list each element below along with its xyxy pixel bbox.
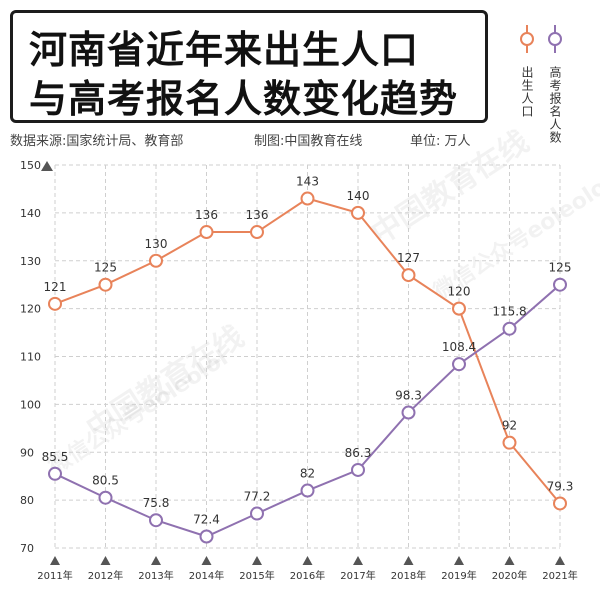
y-tick-label: 140 xyxy=(20,207,41,220)
legend-gaokao-label: 高考报名人数 xyxy=(548,66,562,144)
gaokao-point xyxy=(48,466,62,481)
x-tick-marker xyxy=(100,556,111,565)
x-tick-marker xyxy=(151,556,161,565)
births-data-label: 127 xyxy=(397,251,420,265)
births-point xyxy=(199,225,214,240)
gaokao-data-label: 108.4 xyxy=(442,340,476,354)
x-tick-label: 2015年 xyxy=(239,569,274,582)
unit-text: 单位: 万人 xyxy=(410,134,471,149)
y-axis-top-marker xyxy=(41,161,53,171)
y-tick-label: 130 xyxy=(20,255,41,268)
births-line xyxy=(54,197,561,505)
y-tick-label: 150 xyxy=(20,159,41,172)
births-point xyxy=(250,225,264,240)
gaokao-point xyxy=(300,483,315,498)
births-point xyxy=(401,268,416,283)
births-data-label: 121 xyxy=(44,280,67,294)
title-box: 河南省近年来出生人口 与高考报名人数变化趋势 xyxy=(10,10,488,123)
x-tick-label: 2014年 xyxy=(189,569,224,582)
y-tick-label: 120 xyxy=(20,303,41,316)
x-tick-marker xyxy=(201,556,212,565)
births-data-label: 120 xyxy=(448,285,471,299)
x-tick-label: 2011年 xyxy=(37,569,72,582)
gaokao-data-label: 125 xyxy=(549,261,572,275)
gaokao-point xyxy=(452,357,466,372)
gaokao-data-label: 75.8 xyxy=(143,496,170,510)
legend-births-label: 出生人口 xyxy=(520,66,534,118)
x-tick-label: 2012年 xyxy=(88,569,123,582)
x-tick-marker xyxy=(50,556,60,565)
gaokao-data-label: 86.3 xyxy=(345,446,372,460)
gaokao-point xyxy=(199,529,214,544)
grid xyxy=(54,164,561,549)
legend-gaokao-marker xyxy=(548,25,562,53)
gaokao-data-label: 72.4 xyxy=(193,513,220,527)
watermark-2: 微信公众号eoleolol xyxy=(428,170,600,306)
credit-text: 制图:中国教育在线 xyxy=(254,134,363,149)
series-layer: 121 125 130 136 136 143 140 127 120 92 79.3 85.5 80.… xyxy=(42,175,574,544)
births-point xyxy=(98,277,113,292)
watermark-3: 中国教育在线 xyxy=(80,319,250,446)
x-tick-marker xyxy=(302,556,313,565)
gaokao-point xyxy=(401,405,416,420)
x-tick-label: 2018年 xyxy=(391,569,426,582)
births-point xyxy=(300,191,315,206)
births-data-label: 136 xyxy=(195,208,218,222)
x-tick-label: 2019年 xyxy=(441,569,476,582)
legend-births-marker xyxy=(520,25,534,53)
gaokao-data-label: 98.3 xyxy=(395,389,422,403)
births-data-label: 143 xyxy=(296,175,319,189)
y-axis: 70 80 90 100 110 120 130 140 150 xyxy=(20,159,53,555)
chart-title-line-1: 河南省近年来出生人口 xyxy=(29,28,420,72)
source-text: 数据来源:国家统计局、教育部 xyxy=(10,134,184,149)
births-data-label: 92 xyxy=(502,419,517,433)
gaokao-point xyxy=(553,277,567,292)
gaokao-data-label: 80.5 xyxy=(92,474,119,488)
legend xyxy=(520,25,562,53)
x-tick-label: 2013年 xyxy=(138,569,173,582)
y-tick-label: 70 xyxy=(20,542,34,555)
x-tick-marker xyxy=(353,556,363,565)
x-tick-marker xyxy=(403,556,414,565)
births-data-label: 79.3 xyxy=(547,479,574,493)
births-point xyxy=(502,435,517,450)
gaokao-data-label: 115.8 xyxy=(492,305,526,319)
x-tick-label: 2016年 xyxy=(290,569,325,582)
x-tick-label: 2021年 xyxy=(542,569,577,582)
births-data-label: 140 xyxy=(347,189,370,203)
x-tick-label: 2017年 xyxy=(340,569,375,582)
series-births: 121 125 130 136 136 143 140 127 120 92 79.3 xyxy=(44,175,574,511)
births-point xyxy=(149,253,163,268)
births-data-label: 136 xyxy=(246,208,269,222)
gaokao-line xyxy=(54,283,561,538)
watermarks: 中国教育在线 微信公众号eoleolol 中国教育在线 微信公众号eoleolo… xyxy=(43,124,600,480)
gaokao-data-label: 85.5 xyxy=(42,450,69,464)
x-tick-marker xyxy=(252,556,262,565)
x-tick-marker xyxy=(504,556,515,565)
gaokao-point xyxy=(98,490,113,505)
y-tick-label: 110 xyxy=(20,351,41,364)
series-gaokao: 85.5 80.5 75.8 72.4 77.2 82 86.3 98.3 108.4 115.8… xyxy=(42,261,572,544)
gaokao-point xyxy=(250,506,264,521)
gaokao-data-label: 77.2 xyxy=(244,490,271,504)
gaokao-data-label: 82 xyxy=(300,467,315,481)
gaokao-point xyxy=(149,513,163,528)
chart-title-line-2: 与高考报名人数变化趋势 xyxy=(29,77,459,121)
births-point xyxy=(48,296,62,311)
x-tick-marker xyxy=(555,556,565,565)
y-tick-label: 90 xyxy=(20,446,34,459)
births-point xyxy=(452,301,466,316)
births-point xyxy=(351,205,365,220)
x-tick-label: 2020年 xyxy=(492,569,527,582)
x-axis: 2011年 2012年 2013年 2014年 2015年 2016年 2017年 2018年… xyxy=(37,556,578,582)
gaokao-point xyxy=(351,462,365,477)
births-point xyxy=(553,496,567,511)
births-data-label: 125 xyxy=(94,261,117,275)
y-tick-label: 80 xyxy=(20,494,34,507)
watermark-4: 微信公众号eoleolol xyxy=(43,345,232,481)
x-tick-marker xyxy=(454,556,464,565)
y-tick-label: 100 xyxy=(20,398,41,411)
gaokao-point xyxy=(502,321,517,336)
births-data-label: 130 xyxy=(145,237,168,251)
